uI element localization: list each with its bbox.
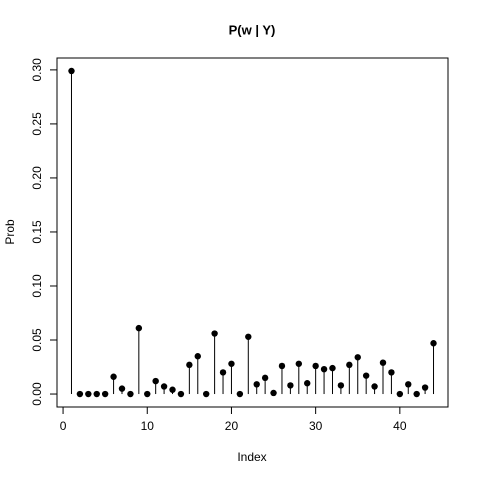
point xyxy=(295,360,303,367)
point xyxy=(93,390,100,398)
point xyxy=(270,389,277,397)
point xyxy=(287,382,294,389)
point xyxy=(379,359,387,366)
point xyxy=(135,324,143,332)
point xyxy=(144,390,151,398)
point xyxy=(169,386,176,393)
point xyxy=(371,383,378,390)
point xyxy=(253,381,260,388)
y-tick-label: 0.15 xyxy=(30,220,44,244)
point xyxy=(76,390,84,398)
x-tick-label: 0 xyxy=(60,419,67,433)
point xyxy=(236,390,244,398)
plot-box xyxy=(56,57,449,408)
point xyxy=(211,330,218,337)
point xyxy=(186,361,193,369)
point xyxy=(160,383,168,390)
point xyxy=(118,385,126,392)
x-tick-label: 20 xyxy=(225,419,239,433)
point xyxy=(354,354,361,361)
point xyxy=(219,369,227,376)
point xyxy=(261,374,269,382)
y-axis-label: Prob xyxy=(3,219,17,245)
point xyxy=(329,364,336,372)
x-tick-label: 40 xyxy=(393,419,407,433)
point xyxy=(413,390,420,398)
point xyxy=(405,381,412,388)
point xyxy=(320,365,328,373)
point xyxy=(337,382,345,389)
point xyxy=(228,360,235,367)
y-tick-label: 0.25 xyxy=(30,112,44,136)
point xyxy=(421,384,429,391)
point xyxy=(278,362,286,370)
y-tick-label: 0.20 xyxy=(30,166,44,190)
point xyxy=(388,369,395,376)
x-axis-label: Index xyxy=(237,450,266,464)
point xyxy=(152,377,159,385)
point xyxy=(127,390,134,398)
chart-title: P(w | Y) xyxy=(229,22,276,37)
point xyxy=(68,67,75,75)
point xyxy=(194,353,201,360)
point xyxy=(177,390,185,398)
point xyxy=(85,390,92,398)
x-tick-label: 10 xyxy=(141,419,155,433)
y-tick-label: 0.05 xyxy=(30,328,44,352)
point xyxy=(245,333,252,340)
point xyxy=(396,390,404,398)
y-tick-label: 0.30 xyxy=(30,58,44,82)
point xyxy=(362,372,370,379)
y-tick-label: 0.00 xyxy=(30,382,44,406)
point xyxy=(101,390,109,398)
point xyxy=(202,390,210,398)
x-tick-label: 30 xyxy=(309,419,323,433)
y-tick-label: 0.10 xyxy=(30,274,44,298)
point xyxy=(346,361,353,369)
point xyxy=(312,362,319,370)
point xyxy=(110,373,117,380)
point xyxy=(430,340,437,347)
point xyxy=(304,380,311,387)
